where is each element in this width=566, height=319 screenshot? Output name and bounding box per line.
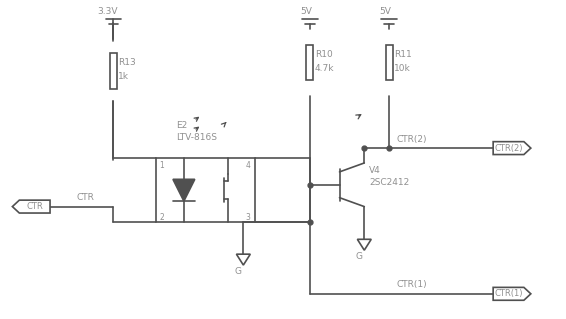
Polygon shape: [357, 239, 371, 250]
Polygon shape: [493, 142, 531, 154]
Text: 5V: 5V: [300, 7, 312, 16]
Text: R10: R10: [315, 50, 332, 59]
Text: V4: V4: [369, 167, 381, 175]
Text: CTR: CTR: [77, 193, 95, 202]
Text: 2: 2: [159, 213, 164, 222]
Text: 3: 3: [245, 213, 250, 222]
Bar: [156, 158, 255, 222]
Text: 1k: 1k: [118, 72, 130, 81]
Text: G: G: [235, 266, 242, 276]
Text: 4: 4: [245, 161, 250, 170]
Text: CTR(1): CTR(1): [397, 280, 428, 289]
Bar: [110, 53, 117, 89]
Text: G: G: [356, 252, 363, 261]
Polygon shape: [237, 254, 250, 265]
Text: 2SC2412: 2SC2412: [369, 178, 409, 187]
Polygon shape: [493, 287, 531, 300]
Bar: [306, 45, 313, 80]
Text: R11: R11: [394, 50, 412, 59]
Text: 4.7k: 4.7k: [315, 64, 334, 73]
Text: LTV-816S: LTV-816S: [176, 133, 217, 142]
Text: 3.3V: 3.3V: [97, 7, 118, 16]
Text: CTR: CTR: [26, 202, 43, 211]
Text: 1: 1: [159, 161, 164, 170]
Text: CTR(2): CTR(2): [397, 135, 427, 144]
Text: 5V: 5V: [379, 7, 391, 16]
Text: CTR(1): CTR(1): [494, 289, 523, 298]
Bar: [385, 45, 393, 80]
Polygon shape: [173, 179, 195, 201]
Text: CTR(2): CTR(2): [494, 144, 523, 152]
Text: R13: R13: [118, 58, 136, 67]
Text: E2: E2: [176, 121, 187, 130]
Text: 10k: 10k: [394, 64, 411, 73]
Polygon shape: [12, 200, 50, 213]
